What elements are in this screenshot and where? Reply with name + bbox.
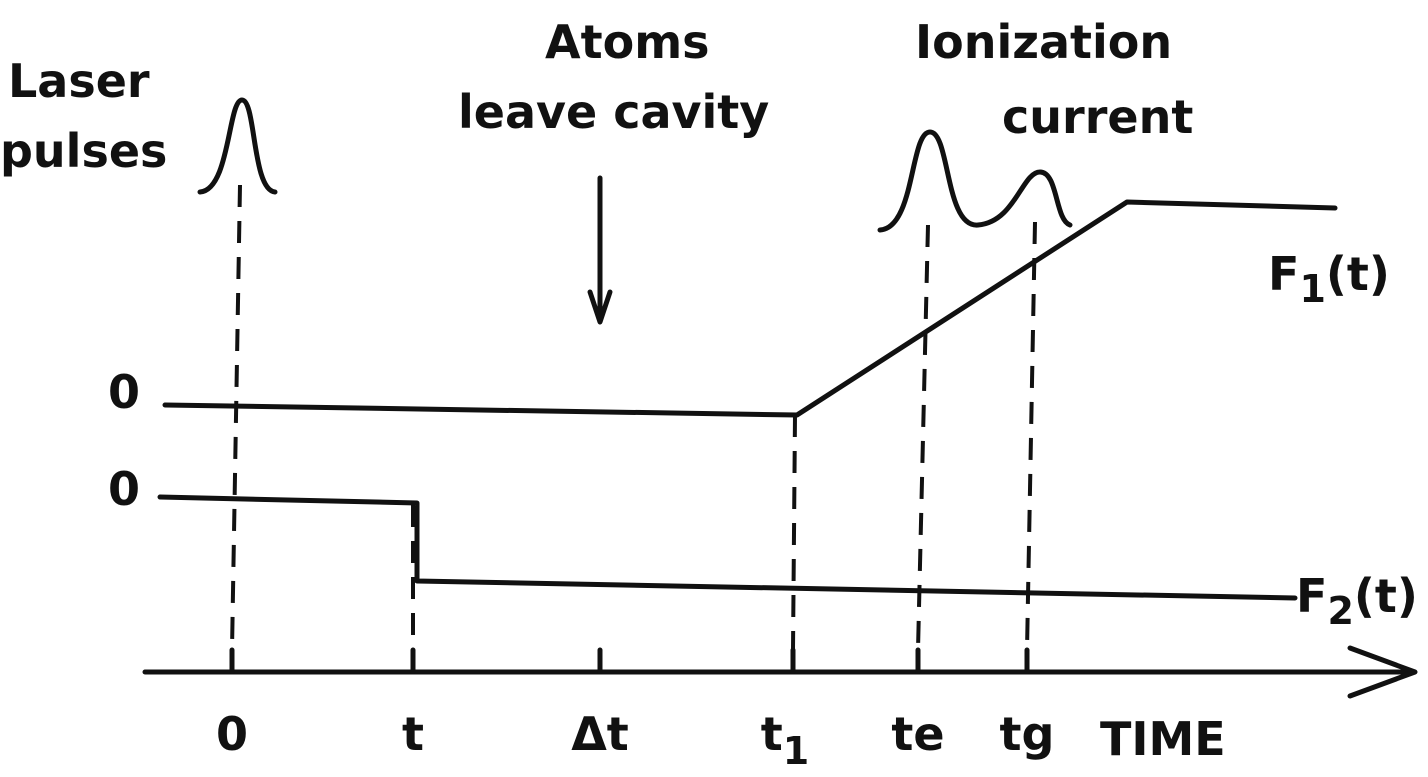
f2-label: F2(t) — [1296, 569, 1418, 633]
f1-curve — [162, 199, 1338, 418]
zero-label: 0 — [108, 365, 140, 419]
zero-label: 0 — [108, 462, 140, 516]
dashed-guides — [230, 184, 1037, 651]
tick-label: t — [402, 707, 424, 761]
ionization-pulses — [877, 129, 1073, 233]
atoms-label: leave cavity — [458, 85, 769, 139]
ionization-label: Ionization — [915, 15, 1172, 69]
f2-curve — [157, 494, 1298, 601]
down-arrow-head — [587, 289, 613, 325]
tick-label: 0 — [216, 707, 248, 761]
laser-label: pulses — [0, 124, 167, 178]
tick-label: Δt — [571, 707, 629, 761]
ionization-label: current — [1002, 90, 1193, 144]
laser-pulse — [197, 97, 278, 195]
axis-title: TIME — [1100, 712, 1226, 766]
laser-label: Laser — [8, 54, 150, 108]
axis-arrow — [1347, 645, 1418, 699]
tick-label: t1 — [761, 707, 809, 773]
axis-labels: 0 t Δt t1 te tg TIME — [216, 707, 1226, 773]
axis-ticks — [229, 647, 1030, 675]
f1-label: F1(t) — [1268, 247, 1390, 311]
atoms-label: Atoms — [545, 15, 710, 69]
tick-label: te — [891, 707, 944, 761]
tick-label: tg — [1000, 707, 1055, 761]
